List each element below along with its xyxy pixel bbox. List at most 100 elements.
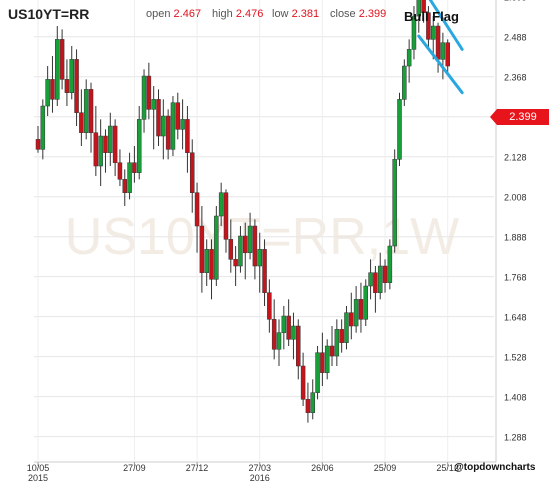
candle-down (117, 149, 123, 187)
candle-down (339, 319, 344, 353)
candle-body (243, 235, 248, 253)
candle-down (358, 282, 364, 333)
candle-body (305, 399, 311, 413)
candle-body (300, 365, 306, 400)
candle-body (50, 79, 55, 100)
symbol-title: US10YT=RR (8, 6, 90, 22)
candle-body (296, 325, 301, 367)
ohlc-open: open 2.467 (146, 8, 201, 20)
low-value: 2.381 (291, 8, 320, 20)
candle-up (40, 99, 46, 160)
candle-body (74, 59, 79, 113)
candle-down (320, 332, 325, 387)
candle-down (267, 279, 272, 333)
candle-down (50, 56, 55, 113)
candle-body (430, 25, 436, 40)
candle-body (175, 102, 181, 130)
candle-body (286, 315, 291, 340)
candle-body (339, 329, 344, 343)
candle-body (199, 225, 205, 273)
candle-down (228, 219, 234, 273)
candle-down (185, 106, 190, 173)
candle-down (146, 62, 152, 120)
candle-body (103, 135, 108, 153)
candle-body (194, 192, 200, 227)
candle-body (344, 312, 349, 343)
y-axis: 2.7282.6082.4882.3682.2482.1282.0081.888… (504, 0, 527, 443)
open-label: open (146, 8, 171, 20)
candle-up (214, 206, 219, 287)
ohlc-close: close 2.399 (330, 8, 386, 20)
candle-down (286, 299, 291, 347)
candle-body (445, 42, 450, 67)
high-label: high (212, 8, 233, 20)
candle-down (59, 29, 65, 90)
candle-up (257, 232, 262, 293)
candle-body (223, 192, 229, 240)
candle-body (228, 239, 234, 260)
candle-body (180, 119, 185, 130)
candle-body (421, 0, 426, 13)
candle-body (267, 292, 272, 320)
bull-flag-annotation: Bull Flag (404, 9, 459, 24)
candle-body (127, 162, 132, 193)
candle-up (315, 346, 320, 400)
candle-up (127, 152, 132, 200)
candle-up (334, 319, 340, 367)
candle-up (108, 112, 113, 167)
candle-up (310, 379, 315, 420)
candle-up (180, 99, 185, 150)
candle-body (146, 75, 152, 110)
candle-down (382, 259, 388, 293)
close-value: 2.399 (358, 8, 387, 20)
candle-up (291, 312, 296, 360)
x-tick-label: 27/03 (248, 463, 271, 473)
candle-up (238, 226, 243, 273)
candle-up (204, 239, 209, 287)
candle-body (136, 119, 142, 173)
candle-body (281, 315, 287, 333)
candle-body (55, 39, 60, 100)
y-tick-label: 2.488 (504, 33, 527, 43)
candle-body (45, 79, 50, 107)
ohlc-high: high 2.476 (212, 8, 263, 20)
candle-up (45, 66, 50, 117)
candle-up (363, 279, 369, 327)
candle-body (117, 162, 123, 180)
candle-up (218, 182, 224, 227)
candle-body (262, 249, 267, 293)
y-tick-label: 2.608 (504, 0, 527, 3)
candle-down (421, 0, 426, 23)
candle-body (83, 89, 89, 133)
candle-body (151, 99, 156, 110)
x-tick-label: 27/12 (186, 463, 209, 473)
candle-down (271, 299, 277, 360)
candle-body (324, 345, 330, 373)
candle-body (310, 392, 315, 413)
candle-up (377, 252, 383, 300)
candle-up (402, 59, 407, 107)
candle-down (189, 139, 195, 213)
candle-body (189, 152, 195, 193)
candle-body (141, 75, 147, 120)
candle-up (83, 79, 89, 140)
candle-body (93, 132, 99, 167)
candle-down (199, 206, 205, 293)
candle-body (40, 105, 46, 150)
candle-down (329, 326, 335, 367)
candle-body (214, 215, 219, 280)
candle-down (88, 82, 94, 153)
candle-down (243, 222, 248, 280)
candle-body (257, 249, 262, 267)
x-tick-label: 27/09 (123, 463, 146, 473)
y-tick-label: 1.888 (504, 233, 527, 243)
ohlc-low: low 2.381 (272, 8, 319, 20)
candle-up (69, 46, 74, 100)
candle-down (64, 59, 70, 107)
candle-body (79, 112, 84, 133)
candle-body (329, 345, 335, 357)
y-tick-label: 1.288 (504, 433, 527, 443)
candle-up (276, 319, 282, 367)
